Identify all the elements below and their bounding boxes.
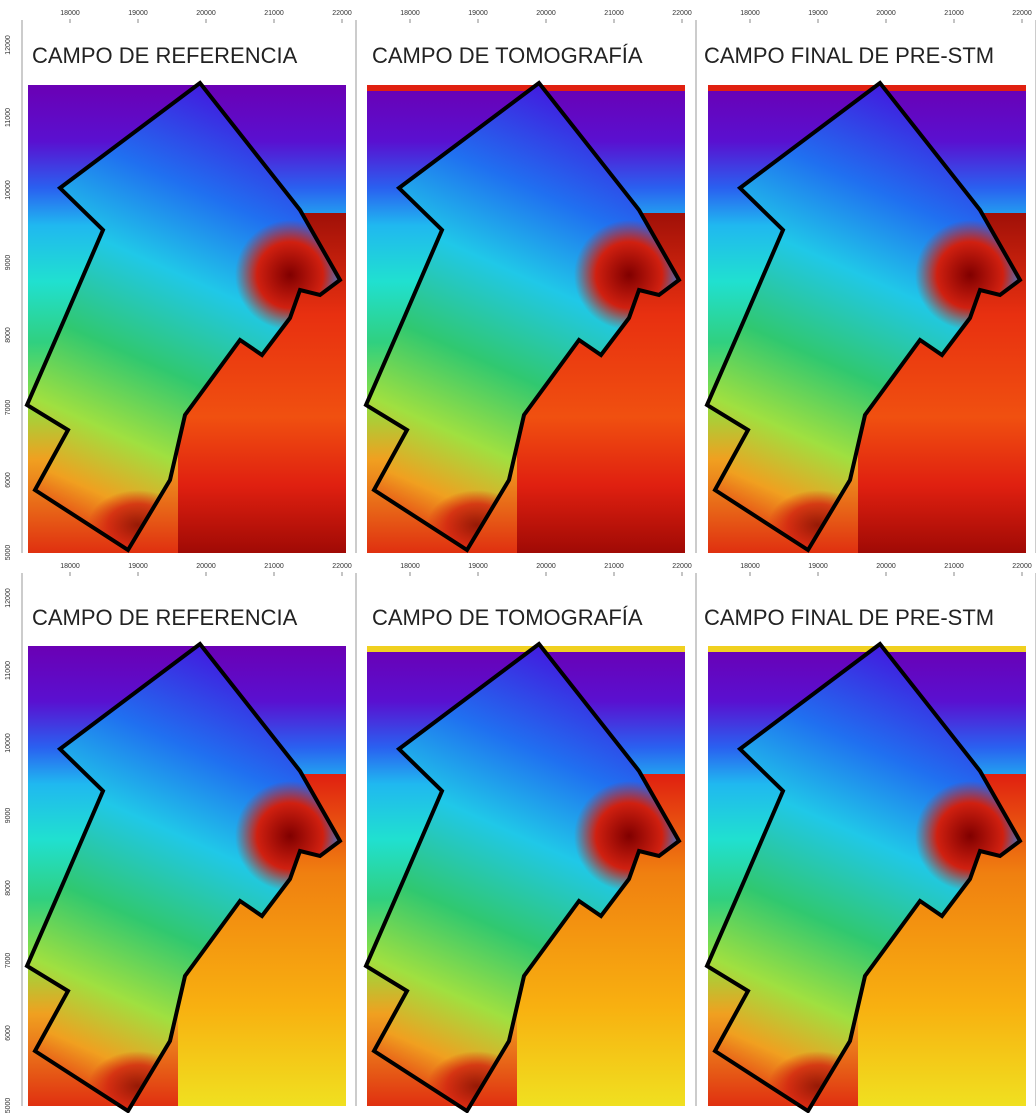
x-tick-label: 21000 — [944, 10, 964, 17]
y-tick-label: 8000 — [5, 327, 12, 343]
x-tick-label: 18000 — [400, 10, 420, 17]
top-strip — [708, 85, 1026, 91]
x-tick-label: 22000 — [332, 563, 352, 570]
y-tick-label: 7000 — [5, 953, 12, 969]
x-tick-label: 20000 — [876, 563, 896, 570]
velocity-map — [27, 644, 346, 1113]
y-tick-label: 9000 — [5, 255, 12, 271]
x-tick-label: 20000 — [536, 10, 556, 17]
velocity-map — [707, 83, 1026, 560]
panel-title: CAMPO DE TOMOGRAFÍA — [372, 43, 643, 68]
y-tick-label: 5000 — [5, 1098, 12, 1113]
panel-title: CAMPO DE REFERENCIA — [32, 43, 298, 68]
panel-title: CAMPO FINAL DE PRE-STM — [704, 605, 994, 630]
panel: 18000 19000 20000 21000 22000 CAMPO DE TOMOGR… — [366, 563, 696, 1113]
velocity-map — [707, 644, 1026, 1113]
top-strip — [367, 85, 685, 91]
velocity-map — [366, 644, 685, 1113]
panel: 18000 19000 20000 21000 22000 CAMPO FINAL DE … — [704, 563, 1036, 1113]
x-tick-label: 18000 — [740, 10, 760, 17]
x-tick-label: 21000 — [604, 10, 624, 17]
top-strip — [367, 646, 685, 652]
x-tick-label: 19000 — [808, 10, 828, 17]
x-tick-label: 21000 — [264, 563, 284, 570]
top-strip — [708, 646, 1026, 652]
x-tick-label: 21000 — [264, 10, 284, 17]
y-tick-label: 11000 — [5, 108, 12, 127]
figure: 18000 19000 20000 21000 22000 12000 11000 10000… — [0, 0, 1036, 1113]
panel-title: CAMPO DE REFERENCIA — [32, 605, 298, 630]
x-tick-label: 18000 — [400, 563, 420, 570]
x-tick-label: 20000 — [196, 563, 216, 570]
y-tick-label: 5000 — [5, 545, 12, 561]
x-tick-label: 22000 — [332, 10, 352, 17]
y-tick-label: 6000 — [5, 1025, 12, 1041]
x-tick-label: 20000 — [196, 10, 216, 17]
panel-title: CAMPO FINAL DE PRE-STM — [704, 43, 994, 68]
x-tick-label: 19000 — [468, 10, 488, 17]
x-tick-label: 22000 — [672, 563, 692, 570]
velocity-map — [366, 83, 685, 560]
y-tick-label: 12000 — [5, 588, 12, 608]
y-tick-label: 12000 — [5, 35, 12, 55]
x-tick-label: 22000 — [1012, 563, 1032, 570]
y-tick-label: 10000 — [5, 733, 12, 753]
x-tick-label: 18000 — [60, 563, 80, 570]
x-tick-label: 20000 — [536, 563, 556, 570]
y-tick-label: 6000 — [5, 472, 12, 488]
x-tick-label: 22000 — [1012, 10, 1032, 17]
x-tick-label: 22000 — [672, 10, 692, 17]
y-tick-label: 7000 — [5, 400, 12, 416]
y-tick-label: 10000 — [5, 180, 12, 200]
y-tick-label: 9000 — [5, 808, 12, 824]
panel: 18000 19000 20000 21000 22000 12000 11000 10000… — [5, 10, 356, 560]
x-tick-label: 21000 — [944, 563, 964, 570]
x-tick-label: 21000 — [604, 563, 624, 570]
panel-title: CAMPO DE TOMOGRAFÍA — [372, 605, 643, 630]
x-tick-label: 19000 — [128, 10, 148, 17]
y-tick-label: 8000 — [5, 880, 12, 896]
y-tick-label: 11000 — [5, 661, 12, 680]
x-tick-label: 19000 — [808, 563, 828, 570]
panel: 18000 19000 20000 21000 22000 12000 11000 10000… — [5, 563, 356, 1113]
x-tick-label: 18000 — [60, 10, 80, 17]
x-tick-label: 18000 — [740, 563, 760, 570]
x-tick-label: 20000 — [876, 10, 896, 17]
x-tick-label: 19000 — [468, 563, 488, 570]
velocity-map — [27, 83, 346, 560]
panel: 18000 19000 20000 21000 22000 CAMPO DE TOMOGR… — [366, 10, 696, 560]
panel: 18000 19000 20000 21000 22000 CAMPO FINAL DE … — [704, 10, 1036, 560]
x-tick-label: 19000 — [128, 563, 148, 570]
